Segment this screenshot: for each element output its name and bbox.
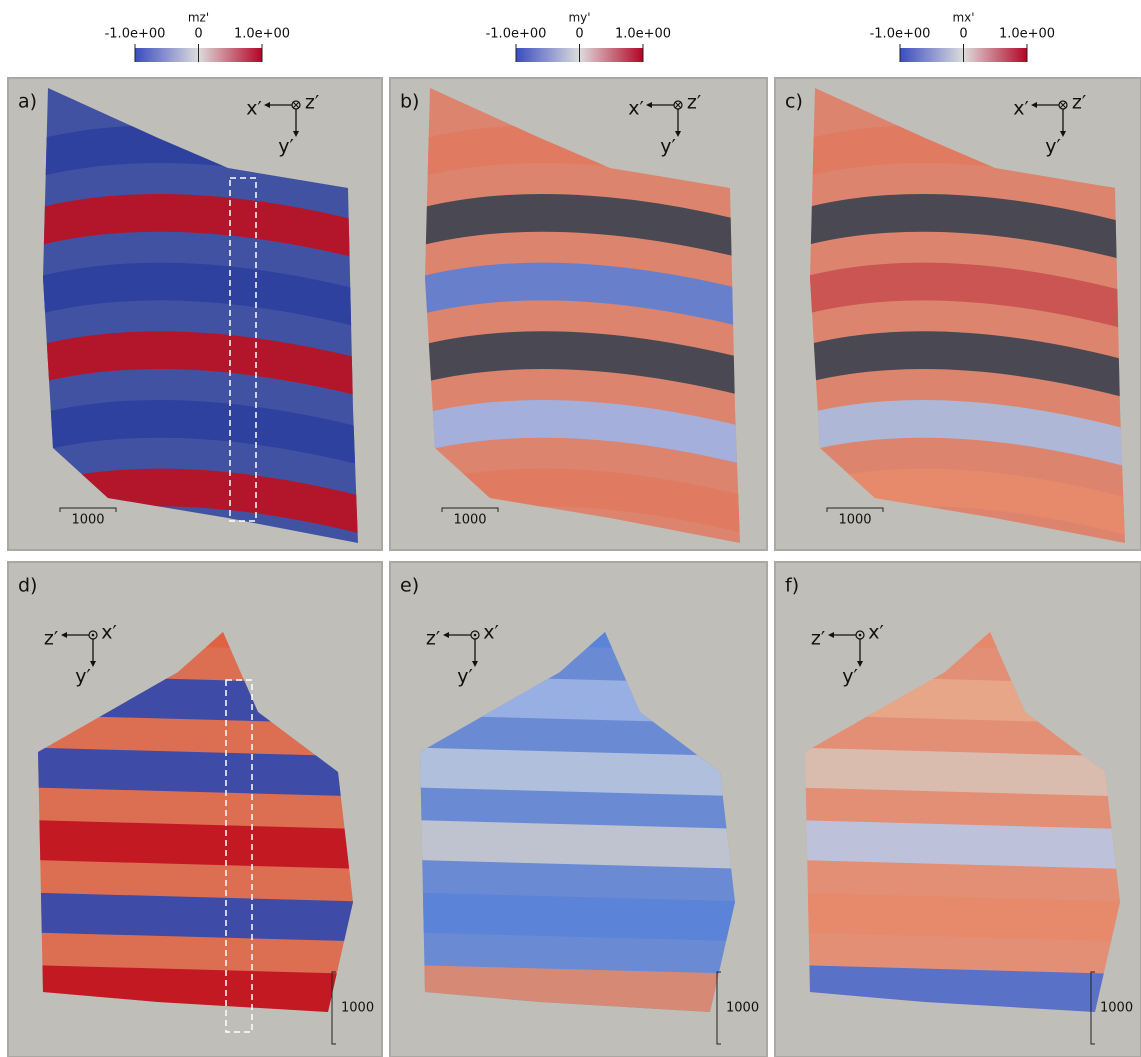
axis-label: y′ bbox=[1045, 136, 1061, 158]
panel-label: c) bbox=[785, 91, 803, 113]
colorbar-title: mz' bbox=[188, 11, 209, 25]
axis-label: y′ bbox=[457, 666, 473, 688]
axis-out-dot bbox=[474, 634, 477, 637]
panel-label: b) bbox=[400, 91, 419, 113]
panel: a) x′ z′ y′ 1000 bbox=[8, 78, 382, 550]
axis-label: z′ bbox=[1072, 92, 1086, 114]
panel: f) z′ x′ y′ 1000 bbox=[775, 562, 1141, 1057]
axis-label: y′ bbox=[660, 136, 676, 158]
colorbar-title: my' bbox=[568, 11, 590, 25]
axis-label: x′ bbox=[101, 622, 117, 644]
axis-label: z′ bbox=[44, 628, 58, 650]
panel-label: f) bbox=[785, 575, 799, 597]
colorbar-tick-label: 1.0e+00 bbox=[234, 27, 290, 42]
axis-label: z′ bbox=[811, 628, 825, 650]
panel: e) z′ x′ y′ 1000 bbox=[390, 562, 767, 1057]
axis-label: y′ bbox=[75, 666, 91, 688]
colorbar-tick-label: 1.0e+00 bbox=[615, 27, 671, 42]
colorbar-tick-label: 1.0e+00 bbox=[999, 27, 1055, 42]
axis-label: x′ bbox=[628, 98, 644, 120]
colorbar-title: mx' bbox=[952, 11, 974, 25]
colorbar-tick-label: 0 bbox=[194, 27, 202, 42]
axis-label: y′ bbox=[278, 136, 294, 158]
panel-label: d) bbox=[18, 575, 37, 597]
panel: d) z′ x′ y′ 1000 bbox=[8, 562, 382, 1057]
figure: mz' -1.0e+00 0 1.0e+00 my' -1.0e+00 0 1.0e+00 mx… bbox=[0, 0, 1141, 1057]
axis-label: x′ bbox=[1013, 98, 1029, 120]
scale-label: 1000 bbox=[71, 513, 104, 528]
panel: c) x′ z′ y′ 1000 bbox=[775, 78, 1141, 550]
axis-out-dot bbox=[92, 634, 95, 637]
colorbar-tick-label: 0 bbox=[575, 27, 583, 42]
panel: b) x′ z′ y′ 1000 bbox=[390, 78, 767, 550]
colorbar-tick-label: -1.0e+00 bbox=[105, 27, 166, 42]
panel-label: a) bbox=[18, 91, 37, 113]
axis-label: y′ bbox=[842, 666, 858, 688]
colorbar-tick-label: -1.0e+00 bbox=[486, 27, 547, 42]
scale-label: 1000 bbox=[838, 513, 871, 528]
axis-label: z′ bbox=[426, 628, 440, 650]
axis-out-dot bbox=[859, 634, 862, 637]
axis-label: x′ bbox=[868, 622, 884, 644]
axis-label: z′ bbox=[305, 92, 319, 114]
scale-label: 1000 bbox=[726, 1001, 759, 1016]
scale-label: 1000 bbox=[341, 1001, 374, 1016]
axis-label: x′ bbox=[483, 622, 499, 644]
scale-label: 1000 bbox=[453, 513, 486, 528]
colorbar-tick-label: -1.0e+00 bbox=[870, 27, 931, 42]
scale-label: 1000 bbox=[1100, 1001, 1133, 1016]
axis-label: z′ bbox=[687, 92, 701, 114]
panel-label: e) bbox=[400, 575, 419, 597]
colorbar-tick-label: 0 bbox=[959, 27, 967, 42]
axis-label: x′ bbox=[246, 98, 262, 120]
